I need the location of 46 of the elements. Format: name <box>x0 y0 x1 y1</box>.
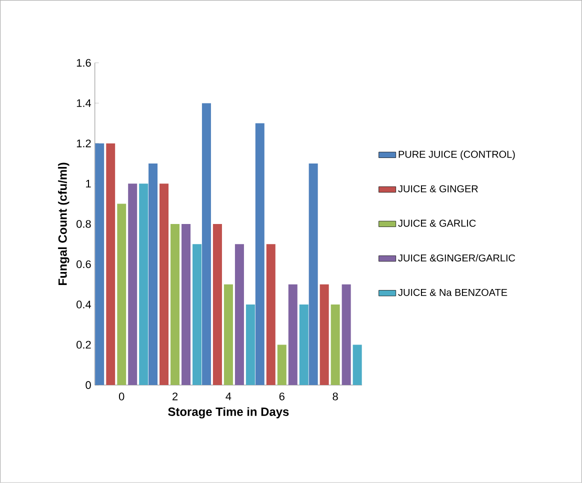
bar <box>128 184 138 386</box>
bar <box>192 244 202 386</box>
bar <box>106 143 116 386</box>
y-tick-label: 1.2 <box>76 140 91 148</box>
y-axis-title: Fungal Count (cfu/ml) <box>58 162 70 285</box>
bar <box>342 284 351 386</box>
bar <box>202 103 211 386</box>
y-tick-label: 1.4 <box>76 99 92 107</box>
y-tick-label: 1 <box>86 180 91 188</box>
legend-label: JUICE & GARLIC <box>398 220 476 227</box>
bar <box>299 304 308 386</box>
bar <box>352 344 362 386</box>
bar <box>277 344 286 386</box>
x-tick-label: 2 <box>172 392 178 400</box>
bar <box>182 224 191 386</box>
bar <box>288 284 298 386</box>
bar <box>308 164 318 386</box>
legend-label: JUICE &GINGER/GARLIC <box>398 254 516 262</box>
y-tick-label: 0.6 <box>76 260 91 268</box>
bar <box>246 304 255 386</box>
y-tick-label: 0.2 <box>76 340 91 349</box>
legend-label: JUICE & Na BENZOATE <box>398 288 508 296</box>
legend-label: JUICE & GINGER <box>398 185 478 192</box>
bar <box>234 244 244 386</box>
bar <box>148 164 158 386</box>
x-tick-label: 0 <box>118 392 124 400</box>
x-tick-label: 6 <box>279 392 284 400</box>
bar <box>320 284 329 386</box>
x-tick-label: 4 <box>226 392 232 400</box>
bar <box>117 204 126 386</box>
bar <box>330 304 340 386</box>
x-tick-label: 8 <box>332 392 338 400</box>
legend-label: PURE JUICE (CONTROL) <box>398 150 515 160</box>
x-axis-title: Storage Time in Days <box>168 407 289 418</box>
bar <box>212 224 222 386</box>
y-tick-label: 0 <box>86 381 91 389</box>
bar <box>266 244 276 386</box>
bar <box>224 284 233 386</box>
bar <box>139 184 148 386</box>
bar <box>160 184 169 386</box>
y-tick-label: 1.6 <box>76 58 91 67</box>
bar <box>95 143 104 386</box>
y-tick-label: 0.8 <box>76 220 91 228</box>
bar <box>170 224 180 386</box>
bar <box>255 123 264 386</box>
y-tick-label: 0.4 <box>76 300 92 308</box>
